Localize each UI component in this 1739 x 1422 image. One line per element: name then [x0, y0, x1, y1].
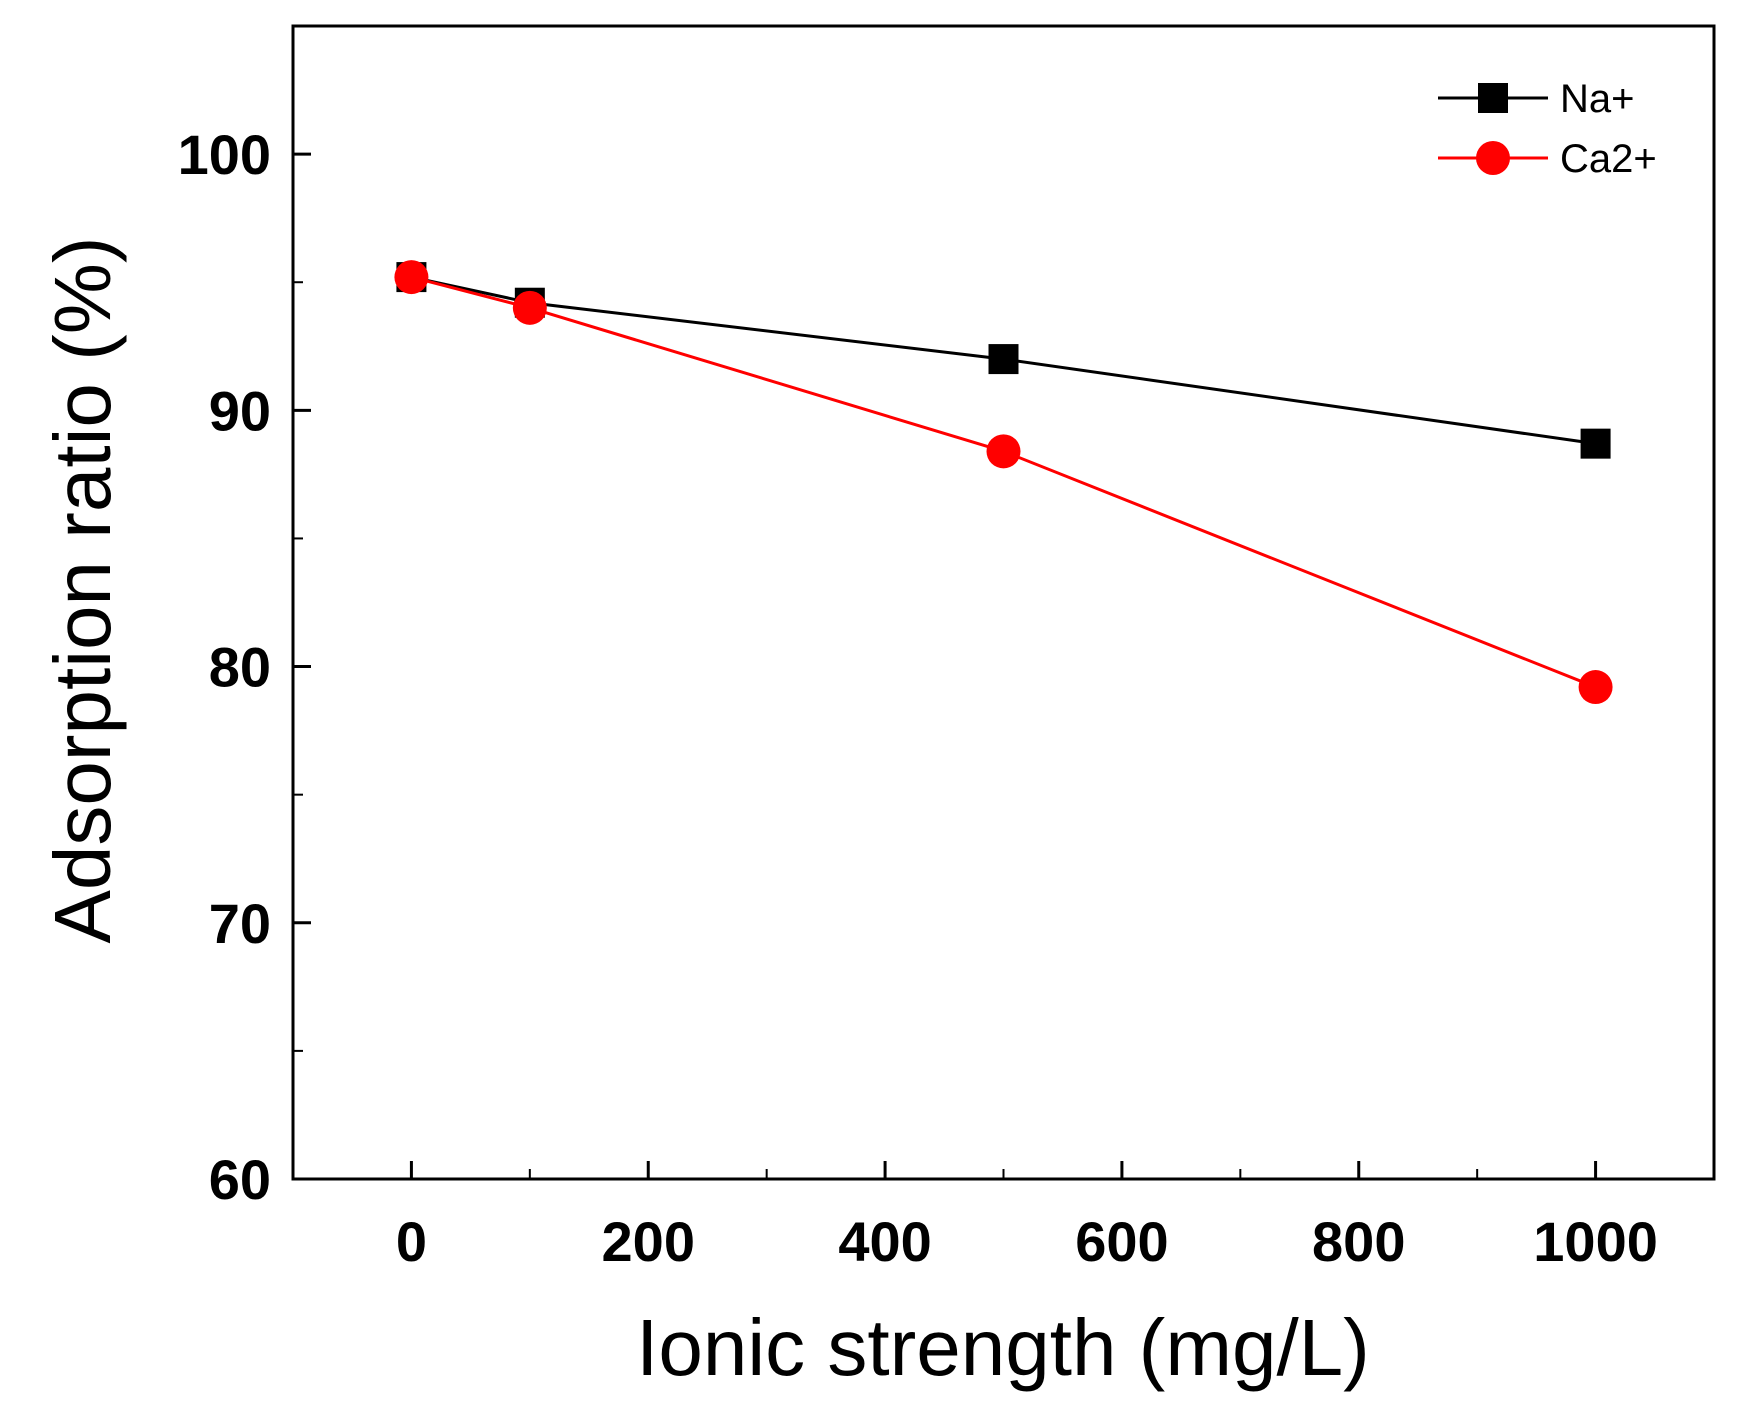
- series-line: [411, 275, 1596, 446]
- y-tick-label: 100: [178, 123, 271, 186]
- legend-label: Ca2+: [1560, 137, 1657, 181]
- series-2: [394, 260, 1613, 705]
- x-axis-title: Ionic strength (mg/L): [636, 1303, 1370, 1392]
- data-point-circle: [986, 434, 1021, 469]
- x-tick-label: 1000: [1533, 1210, 1658, 1273]
- y-tick-label: 60: [209, 1148, 271, 1211]
- series-layer: [394, 260, 1613, 705]
- data-point-circle: [1578, 670, 1613, 705]
- y-tick-label: 90: [209, 379, 271, 442]
- series-1: [396, 262, 1611, 459]
- series-line: [411, 275, 1597, 689]
- plot-area-frame: [291, 24, 1716, 1181]
- legend-marker-circle: [1476, 141, 1510, 175]
- y-tick-label: 80: [209, 636, 271, 699]
- x-axis-ticks: 0 200 400 600 800 1000: [396, 1161, 1658, 1273]
- data-point-square: [1580, 428, 1611, 459]
- legend-item: Na+: [1438, 77, 1635, 121]
- data-point-circle: [394, 260, 429, 295]
- data-point-circle: [512, 290, 547, 325]
- x-tick-label: 400: [838, 1210, 931, 1273]
- x-tick-label: 0: [396, 1210, 427, 1273]
- y-tick-label: 70: [209, 892, 271, 955]
- x-tick-label: 200: [602, 1210, 695, 1273]
- x-tick-label: 600: [1075, 1210, 1168, 1273]
- legend: Na+ Ca2+: [1438, 77, 1657, 181]
- legend-label: Na+: [1560, 77, 1635, 121]
- legend-marker-square: [1478, 83, 1508, 113]
- x-tick-label: 800: [1312, 1210, 1405, 1273]
- y-axis-title: Adsorption ratio (%): [38, 237, 127, 944]
- legend-item: Ca2+: [1438, 137, 1657, 181]
- y-axis-ticks: 60 70 80 90 100: [178, 123, 311, 1211]
- data-point-square: [988, 344, 1019, 375]
